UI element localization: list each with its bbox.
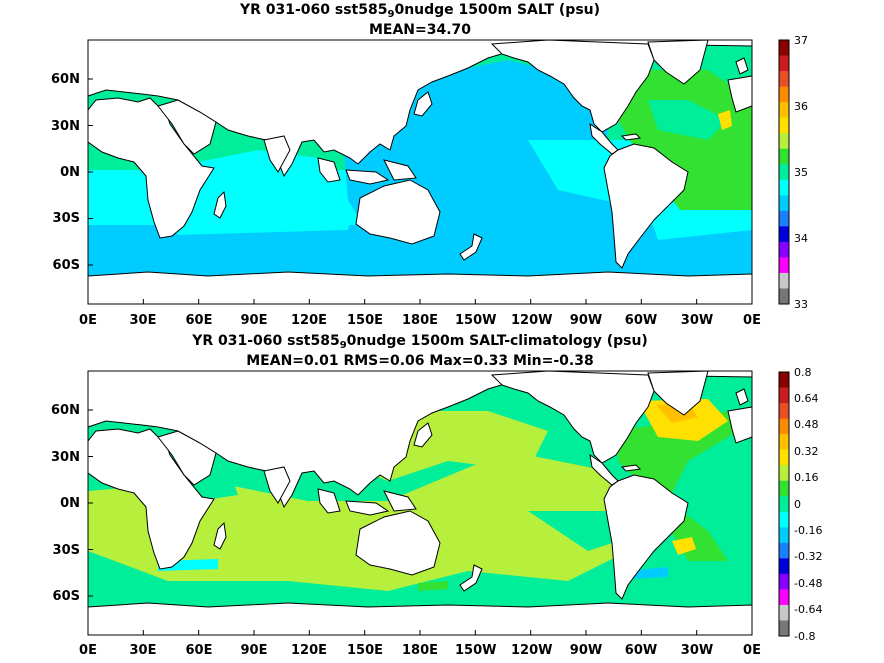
colorbar-swatch — [779, 40, 789, 57]
colorbar-swatch — [779, 71, 789, 88]
colorbar-swatch — [779, 527, 789, 544]
panel1-map — [87, 39, 753, 305]
colorbar-swatch — [779, 55, 789, 72]
lon-label: 180E — [401, 643, 439, 658]
lon-label: 90W — [569, 313, 603, 328]
colorbar-swatch — [779, 496, 789, 513]
lon-label: 0E — [743, 313, 761, 328]
colorbar-label: -0.32 — [794, 550, 823, 563]
lat-label: 60N — [51, 72, 80, 87]
panel2-title: YR 031-060 sst58590nudge 1500m SALT-clim… — [192, 333, 648, 351]
colorbar-label: -0.8 — [794, 630, 816, 643]
lon-label: 30E — [129, 313, 157, 328]
lon-label: 120E — [290, 643, 328, 658]
colorbar-swatch — [779, 434, 789, 451]
lon-label: 90E — [240, 643, 268, 658]
lat-label: 30N — [51, 119, 80, 134]
colorbar-swatch — [779, 210, 789, 227]
lat-label: 30S — [52, 211, 80, 226]
colorbar-label: -0.64 — [794, 603, 823, 616]
colorbar-swatch — [779, 133, 789, 150]
lon-label: 150W — [455, 643, 497, 658]
colorbar-label: -0.16 — [794, 524, 823, 537]
lon-label: 30W — [680, 313, 714, 328]
colorbar-label: 37 — [794, 34, 808, 47]
lon-label: 90E — [240, 313, 268, 328]
colorbar-swatch — [779, 620, 789, 637]
colorbar-label: 34 — [794, 232, 808, 245]
colorbar-label: 33 — [794, 298, 808, 311]
colorbar-swatch — [779, 288, 789, 305]
colorbar-swatch — [779, 418, 789, 435]
lat-label: 30S — [52, 543, 80, 558]
panel2-ticks — [87, 409, 753, 635]
lon-label: 120E — [290, 313, 328, 328]
lat-label: 60N — [51, 403, 80, 418]
lat-label: 60S — [52, 589, 80, 604]
lat-label: 60S — [52, 258, 80, 273]
colorbar-swatch — [779, 449, 789, 466]
colorbar-swatch — [779, 102, 789, 119]
lon-label: 30W — [680, 643, 714, 658]
panel2-map — [87, 370, 753, 636]
lon-label: 60W — [624, 313, 658, 328]
lat-label: 30N — [51, 450, 80, 465]
colorbar-swatch — [779, 465, 789, 482]
lat-label: 0N — [60, 165, 80, 180]
colorbar-swatch — [779, 272, 789, 289]
colorbar-label: 0 — [794, 498, 801, 511]
lon-label: 90W — [569, 643, 603, 658]
colorbar-swatch — [779, 372, 789, 389]
colorbar-label: 36 — [794, 100, 808, 113]
lon-label: 60W — [624, 643, 658, 658]
colorbar-frame — [778, 371, 790, 637]
colorbar-swatch — [779, 387, 789, 404]
colorbar-swatch — [779, 179, 789, 196]
lon-label: 180E — [401, 313, 439, 328]
panel2-colorbar — [778, 371, 790, 637]
panel1-title: YR 031-060 sst58590nudge 1500m SALT (psu… — [239, 2, 601, 20]
colorbar-swatch — [779, 511, 789, 528]
panel1-ticks — [87, 78, 753, 304]
lon-label: 0E — [79, 313, 97, 328]
panel1-colorbar — [778, 39, 790, 305]
colorbar-swatch — [779, 86, 789, 103]
colorbar-label: 0.48 — [794, 418, 819, 431]
lon-label: 0E — [79, 643, 97, 658]
lon-label: 60E — [185, 313, 213, 328]
colorbar-swatch — [779, 604, 789, 621]
lon-label: 150W — [455, 313, 497, 328]
colorbar-label: -0.48 — [794, 577, 823, 590]
colorbar-swatch — [779, 403, 789, 420]
lon-label: 150E — [346, 643, 384, 658]
colorbar-label: 0.16 — [794, 471, 819, 484]
colorbar-swatch — [779, 573, 789, 590]
lon-label: 120W — [511, 643, 553, 658]
panel2-subtitle: MEAN=0.01 RMS=0.06 Max=0.33 Min=-0.38 — [246, 353, 594, 369]
colorbar-swatch — [779, 480, 789, 497]
lon-label: 120W — [511, 313, 553, 328]
colorbar-swatch — [779, 117, 789, 134]
colorbar-swatch — [779, 195, 789, 212]
colorbar-swatch — [779, 589, 789, 606]
colorbar-swatch — [779, 558, 789, 575]
lon-label: 30E — [129, 643, 157, 658]
colorbar-label: 0.32 — [794, 445, 819, 458]
colorbar-swatch — [779, 148, 789, 165]
colorbar-label: 0.8 — [794, 366, 812, 379]
lon-label: 150E — [346, 313, 384, 328]
colorbar-swatch — [779, 164, 789, 181]
colorbar-swatch — [779, 257, 789, 274]
colorbar-frame — [778, 39, 790, 305]
colorbar-label: 0.64 — [794, 392, 819, 405]
colorbar-swatch — [779, 226, 789, 243]
lon-label: 0E — [743, 643, 761, 658]
lon-label: 60E — [185, 643, 213, 658]
panel1-subtitle: MEAN=34.70 — [368, 22, 472, 38]
colorbar-swatch — [779, 542, 789, 559]
lat-label: 0N — [60, 496, 80, 511]
colorbar-swatch — [779, 241, 789, 258]
colorbar-label: 35 — [794, 166, 808, 179]
